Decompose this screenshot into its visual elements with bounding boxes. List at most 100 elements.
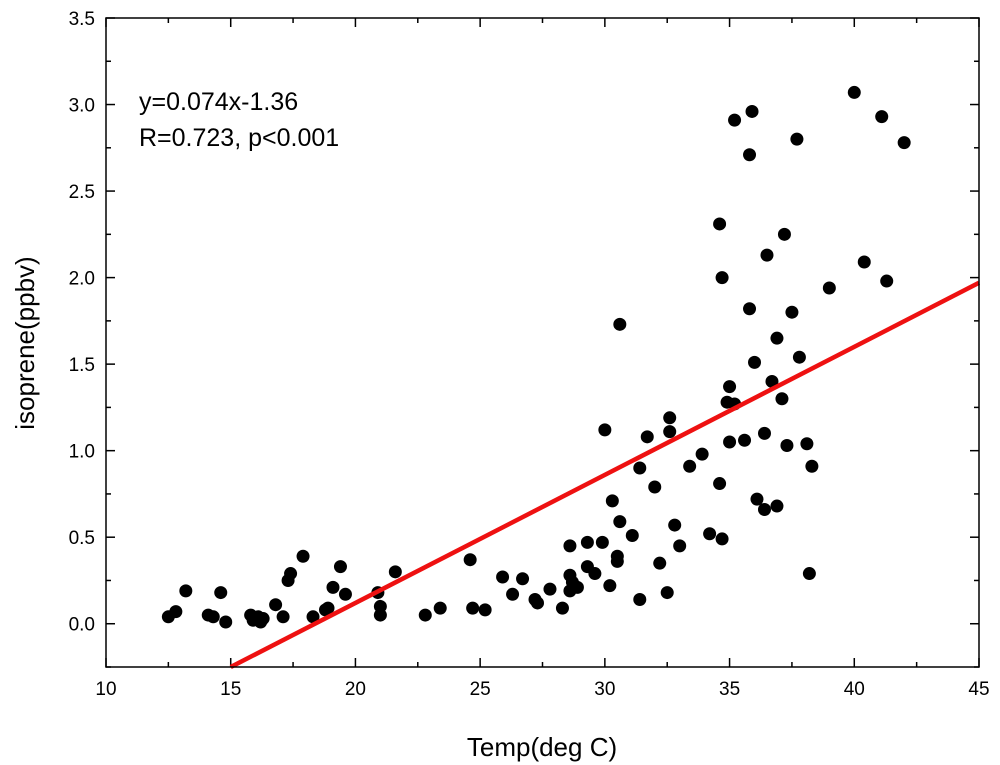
points-layer <box>161 85 911 629</box>
data-point <box>418 608 432 622</box>
data-point <box>757 503 771 517</box>
equation-annotation: y=0.074x-1.36 <box>139 88 298 116</box>
data-point <box>683 459 697 473</box>
y-tick-label: 1.5 <box>69 355 95 376</box>
y-tick-label: 1.0 <box>69 442 95 463</box>
data-point <box>613 317 627 331</box>
data-point <box>496 570 510 584</box>
data-point <box>757 426 771 440</box>
data-point <box>713 217 727 231</box>
data-point <box>598 423 612 437</box>
data-point <box>296 549 310 563</box>
data-point <box>875 110 889 124</box>
data-point <box>506 587 520 601</box>
data-point <box>715 271 729 285</box>
data-point <box>765 374 779 388</box>
data-point <box>880 274 894 288</box>
data-point <box>663 425 677 439</box>
data-point <box>625 528 639 542</box>
data-point <box>640 430 654 444</box>
data-point <box>792 350 806 364</box>
data-point <box>703 527 717 541</box>
x-tick-label: 20 <box>345 679 366 700</box>
data-point <box>857 255 871 269</box>
y-tick-label: 0.5 <box>69 528 95 549</box>
data-point <box>785 305 799 319</box>
data-point <box>321 601 335 615</box>
data-point <box>531 596 545 610</box>
x-axis-title: Temp(deg C) <box>467 732 617 762</box>
y-tick-label: 2.5 <box>69 182 95 203</box>
data-point <box>777 227 791 241</box>
data-point <box>673 539 687 553</box>
data-point <box>748 355 762 369</box>
plot-frame <box>105 17 980 668</box>
data-point <box>847 85 861 99</box>
x-tick-label: 35 <box>719 679 740 700</box>
data-point <box>555 601 569 615</box>
y-tick-label: 2.0 <box>69 269 95 290</box>
data-point <box>306 610 320 624</box>
data-point <box>713 477 727 491</box>
data-point <box>284 567 298 581</box>
y-axis-title: isoprene(ppbv) <box>10 256 40 429</box>
data-point <box>570 580 584 594</box>
regression-line <box>229 280 981 670</box>
y-tick-label: 3.5 <box>69 9 95 30</box>
data-point <box>695 447 709 461</box>
data-point <box>743 302 757 316</box>
data-point <box>338 587 352 601</box>
data-point <box>668 518 682 532</box>
data-point <box>478 603 492 617</box>
x-tick-label: 30 <box>594 679 615 700</box>
data-point <box>723 435 737 449</box>
data-point <box>214 586 228 600</box>
y-tick-label: 3.0 <box>69 96 95 117</box>
data-point <box>822 281 836 295</box>
stats-annotation: R=0.723, p<0.001 <box>139 124 339 152</box>
data-point <box>613 515 627 529</box>
data-point <box>648 480 662 494</box>
data-point <box>663 411 677 425</box>
data-point <box>326 580 340 594</box>
data-point <box>543 582 557 596</box>
data-point <box>770 331 784 345</box>
data-point <box>219 615 233 629</box>
data-point <box>466 601 480 615</box>
data-point <box>897 136 911 150</box>
data-point <box>723 380 737 394</box>
data-point <box>770 499 784 513</box>
data-point <box>595 535 609 549</box>
data-point <box>333 560 347 574</box>
data-point <box>588 567 602 581</box>
data-point <box>728 113 742 127</box>
data-point <box>610 554 624 568</box>
data-point <box>256 612 270 626</box>
data-point <box>738 433 752 447</box>
data-point <box>780 438 794 452</box>
data-point <box>206 610 220 624</box>
x-tick-label: 40 <box>844 679 865 700</box>
data-point <box>790 132 804 146</box>
data-point <box>563 539 577 553</box>
data-point <box>633 593 647 607</box>
x-tick-label: 45 <box>968 679 989 700</box>
data-point <box>269 598 283 612</box>
data-point <box>743 148 757 162</box>
data-point <box>715 532 729 546</box>
data-point <box>653 556 667 570</box>
ticks-layer: 10 15 20 25 30 35 40 45 0.0 0.5 1.0 1.5 2.0 2.5 3.0 3.5 <box>69 9 990 700</box>
x-tick-label: 10 <box>95 679 116 700</box>
data-point <box>800 437 814 451</box>
data-point <box>169 605 183 619</box>
data-point <box>276 610 290 624</box>
data-point <box>605 494 619 508</box>
data-point <box>802 567 816 581</box>
data-point <box>775 392 789 406</box>
data-point <box>805 459 819 473</box>
data-point <box>603 579 617 593</box>
data-point <box>760 248 774 262</box>
data-point <box>179 584 193 598</box>
